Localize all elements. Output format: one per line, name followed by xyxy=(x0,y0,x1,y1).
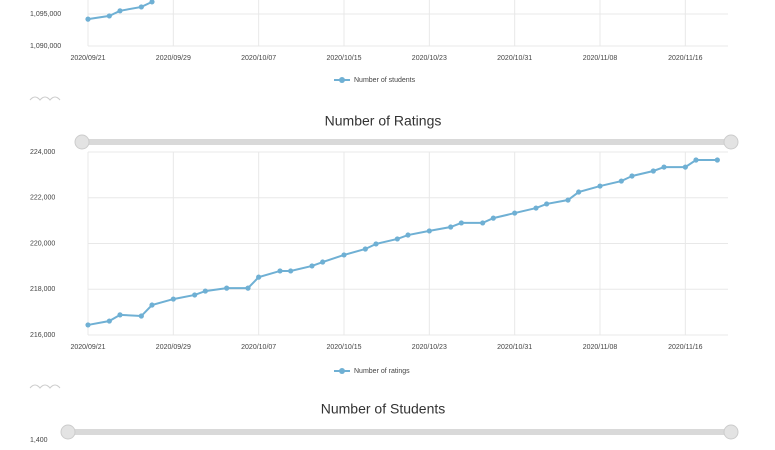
y-tick-label: 218,000 xyxy=(30,286,55,293)
slider-handle[interactable] xyxy=(60,424,76,440)
x-tick-label: 2020/09/29 xyxy=(156,344,191,351)
range-slider[interactable] xyxy=(80,139,733,145)
data-point xyxy=(149,302,155,308)
data-point xyxy=(202,288,208,294)
y-tick-label: 1,095,000 xyxy=(30,11,61,18)
data-point xyxy=(192,292,198,298)
data-point xyxy=(714,157,720,163)
data-point xyxy=(106,13,112,19)
y-tick-label: 216,000 xyxy=(30,332,55,339)
data-point xyxy=(565,197,571,203)
y-tick-label: 1,090,000 xyxy=(30,43,61,50)
data-point xyxy=(106,318,112,324)
data-point xyxy=(490,215,496,221)
data-point xyxy=(394,236,400,242)
x-tick-label: 2020/09/29 xyxy=(156,55,191,62)
x-tick-label: 2020/10/07 xyxy=(241,344,276,351)
x-tick-label: 2020/10/15 xyxy=(326,344,361,351)
x-tick-label: 2020/10/15 xyxy=(326,55,361,62)
data-point xyxy=(245,285,251,291)
data-point xyxy=(629,173,635,179)
slider-handle[interactable] xyxy=(723,424,739,440)
data-point xyxy=(277,268,283,274)
data-point xyxy=(512,210,518,216)
data-point xyxy=(544,201,550,207)
data-point xyxy=(618,178,624,184)
x-tick-label: 2020/09/21 xyxy=(70,55,105,62)
data-point xyxy=(362,246,368,252)
data-point xyxy=(480,220,486,226)
x-tick-label: 2020/11/16 xyxy=(668,55,703,62)
data-point xyxy=(373,241,379,247)
data-point xyxy=(693,157,699,163)
data-point xyxy=(405,232,411,238)
data-point xyxy=(597,183,603,189)
y-tick-label: 1,400 xyxy=(30,437,48,444)
x-tick-label: 2020/10/07 xyxy=(241,55,276,62)
y-tick-label: 224,000 xyxy=(30,149,55,156)
data-point xyxy=(650,168,656,174)
legend-swatch xyxy=(339,368,345,374)
data-point xyxy=(224,285,230,291)
data-point xyxy=(138,313,144,319)
data-point xyxy=(320,259,326,265)
x-tick-label: 2020/11/08 xyxy=(583,344,618,351)
legend-label: Number of ratings xyxy=(354,368,410,375)
x-tick-label: 2020/10/31 xyxy=(497,55,532,62)
data-point xyxy=(309,263,315,269)
data-point xyxy=(117,8,123,14)
data-point xyxy=(149,0,155,5)
data-point xyxy=(138,4,144,10)
data-point xyxy=(288,268,294,274)
slider-handle[interactable] xyxy=(74,134,90,150)
data-point xyxy=(426,228,432,234)
data-point xyxy=(661,164,667,170)
data-point xyxy=(341,252,347,258)
data-point xyxy=(448,224,454,230)
data-point xyxy=(576,189,582,195)
data-point xyxy=(256,274,262,280)
x-tick-label: 2020/10/31 xyxy=(497,344,532,351)
data-point xyxy=(682,164,688,170)
series-line xyxy=(87,159,718,326)
range-slider[interactable] xyxy=(66,429,733,435)
legend-label: Number of students xyxy=(354,77,416,84)
y-tick-label: 220,000 xyxy=(30,240,55,247)
y-tick-label: 222,000 xyxy=(30,195,55,202)
x-tick-label: 2020/09/21 xyxy=(70,344,105,351)
decor xyxy=(29,96,739,440)
x-tick-label: 2020/10/23 xyxy=(412,344,447,351)
chart-title: Number of Ratings xyxy=(325,113,442,129)
x-tick-label: 2020/11/16 xyxy=(668,344,703,351)
data-point xyxy=(533,205,539,211)
data-point xyxy=(170,296,176,302)
data-point xyxy=(458,220,464,226)
icon xyxy=(29,96,61,101)
data-point xyxy=(85,322,91,328)
legend-swatch xyxy=(339,77,345,83)
icon xyxy=(29,384,61,389)
chart-title: Number of Students xyxy=(321,401,446,417)
data-point xyxy=(85,16,91,22)
data-point xyxy=(117,312,123,318)
x-tick-label: 2020/10/23 xyxy=(412,55,447,62)
x-tick-label: 2020/11/08 xyxy=(583,55,618,62)
slider-handle[interactable] xyxy=(723,134,739,150)
